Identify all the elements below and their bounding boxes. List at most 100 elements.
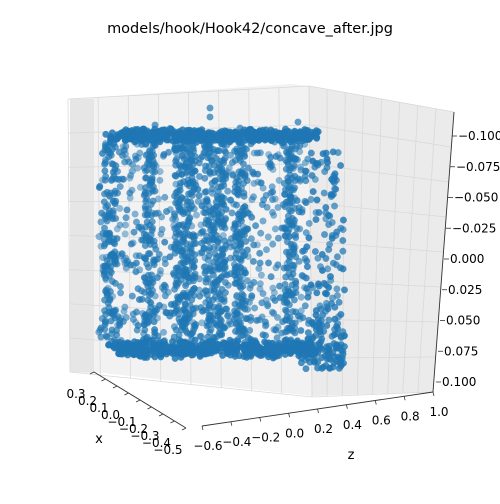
data-point	[210, 243, 218, 251]
chart-title: models/hook/Hook42/concave_after.jpg	[107, 21, 393, 37]
data-point	[296, 148, 304, 156]
data-point	[137, 133, 145, 141]
data-point	[299, 247, 307, 255]
data-point	[230, 260, 238, 268]
data-point	[320, 279, 328, 287]
data-point	[224, 310, 232, 318]
vertical-tick-label: 0.025	[448, 283, 482, 297]
data-point	[250, 241, 258, 249]
data-point	[173, 264, 181, 272]
z-tick-label: 0.4	[343, 418, 362, 432]
data-point	[148, 224, 156, 232]
data-point	[316, 324, 324, 332]
z-tick-label: 0.8	[401, 409, 420, 423]
data-point	[196, 292, 204, 300]
data-point	[199, 134, 207, 142]
data-point	[292, 308, 300, 316]
x-tick-labels: 0.30.20.10.0−0.1−0.2−0.3−0.4−0.5	[66, 387, 182, 457]
data-point	[154, 209, 162, 217]
data-point	[276, 294, 284, 302]
data-point	[116, 282, 124, 290]
x-tick-mark	[112, 385, 118, 389]
data-point	[312, 159, 320, 167]
data-point	[113, 331, 121, 339]
data-point	[201, 188, 209, 196]
data-point	[161, 238, 169, 246]
data-point	[146, 338, 154, 346]
data-point	[232, 314, 240, 322]
data-point	[279, 343, 287, 351]
data-point	[178, 252, 186, 260]
data-point	[297, 327, 305, 335]
data-point	[248, 213, 256, 221]
data-point	[324, 350, 332, 358]
data-point	[189, 231, 197, 239]
data-point	[250, 149, 258, 157]
data-point	[241, 203, 249, 211]
data-point	[333, 322, 341, 330]
data-point	[222, 205, 230, 213]
data-point	[111, 166, 119, 174]
data-point	[326, 364, 334, 372]
x-tick-label: −0.2	[119, 422, 148, 436]
data-point	[161, 255, 169, 263]
data-point	[210, 334, 218, 342]
data-point	[172, 161, 180, 169]
data-point	[237, 169, 245, 177]
data-point	[164, 148, 172, 156]
grid-line-h	[67, 85, 455, 113]
data-point	[321, 289, 329, 297]
data-point	[260, 196, 268, 204]
data-point	[131, 210, 139, 218]
data-point	[238, 298, 246, 306]
data-point	[323, 343, 331, 351]
data-point	[230, 224, 238, 232]
data-point	[101, 167, 109, 175]
data-point	[293, 156, 301, 164]
data-point	[109, 292, 117, 300]
data-point	[257, 179, 265, 187]
vertical-tick-label: −0.075	[456, 160, 500, 174]
data-point	[253, 136, 261, 144]
data-point	[200, 263, 208, 271]
data-point	[283, 260, 291, 268]
data-point	[207, 223, 215, 231]
data-point	[156, 168, 164, 176]
x-tick-mark	[101, 378, 106, 382]
z-tick-mark	[259, 417, 262, 422]
data-point	[102, 156, 110, 164]
data-point	[223, 305, 231, 313]
data-point	[140, 191, 148, 199]
data-point	[104, 284, 112, 292]
data-point	[278, 329, 286, 337]
data-point	[215, 160, 223, 168]
data-point	[122, 214, 130, 222]
data-point	[314, 364, 322, 372]
data-point	[149, 287, 157, 295]
z-axis-label: z	[348, 448, 355, 463]
data-point	[238, 138, 246, 146]
data-point	[102, 139, 110, 147]
data-point	[182, 195, 190, 203]
data-point	[208, 312, 216, 320]
data-point	[99, 176, 107, 184]
data-point	[303, 243, 311, 251]
data-point	[304, 155, 312, 163]
data-point	[118, 350, 126, 358]
data-point	[132, 218, 140, 226]
data-point	[124, 257, 132, 265]
data-point	[247, 140, 255, 148]
data-point	[280, 200, 288, 208]
data-point	[226, 254, 234, 262]
data-point	[274, 261, 282, 269]
data-point	[217, 183, 225, 191]
data-point	[328, 234, 336, 242]
data-point	[180, 305, 188, 313]
data-point	[103, 291, 111, 299]
data-point	[216, 331, 224, 339]
data-point	[239, 160, 247, 168]
data-point	[271, 138, 279, 146]
data-point	[123, 206, 131, 214]
data-point	[227, 196, 235, 204]
data-point	[163, 309, 171, 317]
